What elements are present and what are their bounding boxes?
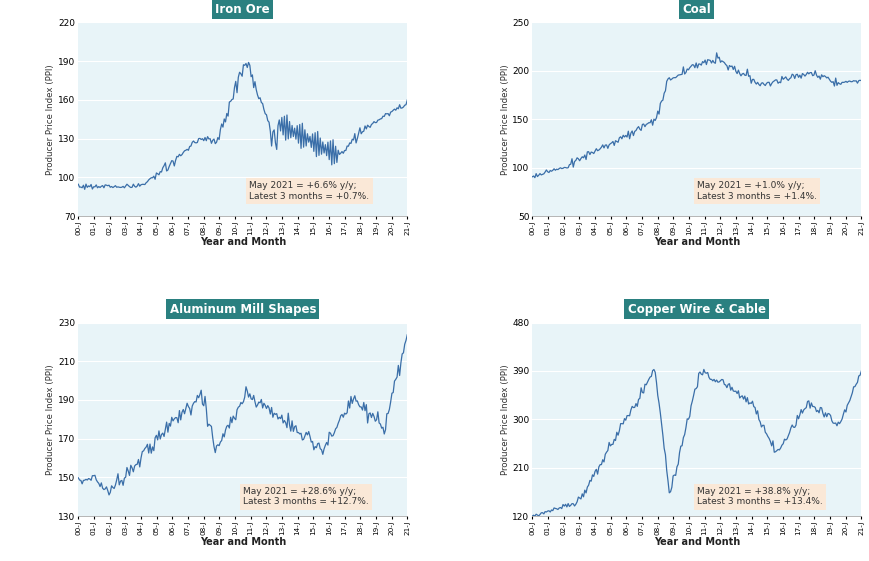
- Text: Copper Wire & Cable: Copper Wire & Cable: [627, 303, 765, 316]
- X-axis label: Year and Month: Year and Month: [653, 237, 739, 247]
- Text: May 2021 = +38.8% y/y;
Latest 3 months = +13.4%.: May 2021 = +38.8% y/y; Latest 3 months =…: [696, 487, 821, 507]
- Text: Aluminum Mill Shapes: Aluminum Mill Shapes: [169, 303, 315, 316]
- X-axis label: Year and Month: Year and Month: [200, 237, 286, 247]
- Text: May 2021 = +1.0% y/y;
Latest 3 months = +1.4%.: May 2021 = +1.0% y/y; Latest 3 months = …: [696, 181, 816, 200]
- X-axis label: Year and Month: Year and Month: [200, 537, 286, 548]
- Text: Coal: Coal: [681, 3, 710, 16]
- Y-axis label: Producer Price Index (PPI): Producer Price Index (PPI): [500, 64, 509, 174]
- Text: May 2021 = +28.6% y/y;
Latest 3 months = +12.7%.: May 2021 = +28.6% y/y; Latest 3 months =…: [242, 487, 368, 507]
- X-axis label: Year and Month: Year and Month: [653, 537, 739, 548]
- Y-axis label: Producer Price Index (PPI): Producer Price Index (PPI): [46, 364, 56, 475]
- Text: Iron Ore: Iron Ore: [216, 3, 269, 16]
- Text: May 2021 = +6.6% y/y;
Latest 3 months = +0.7%.: May 2021 = +6.6% y/y; Latest 3 months = …: [249, 181, 369, 200]
- Y-axis label: Producer Price Index (PPI): Producer Price Index (PPI): [500, 364, 509, 475]
- Y-axis label: Producer Price Index (PPI): Producer Price Index (PPI): [46, 64, 56, 174]
